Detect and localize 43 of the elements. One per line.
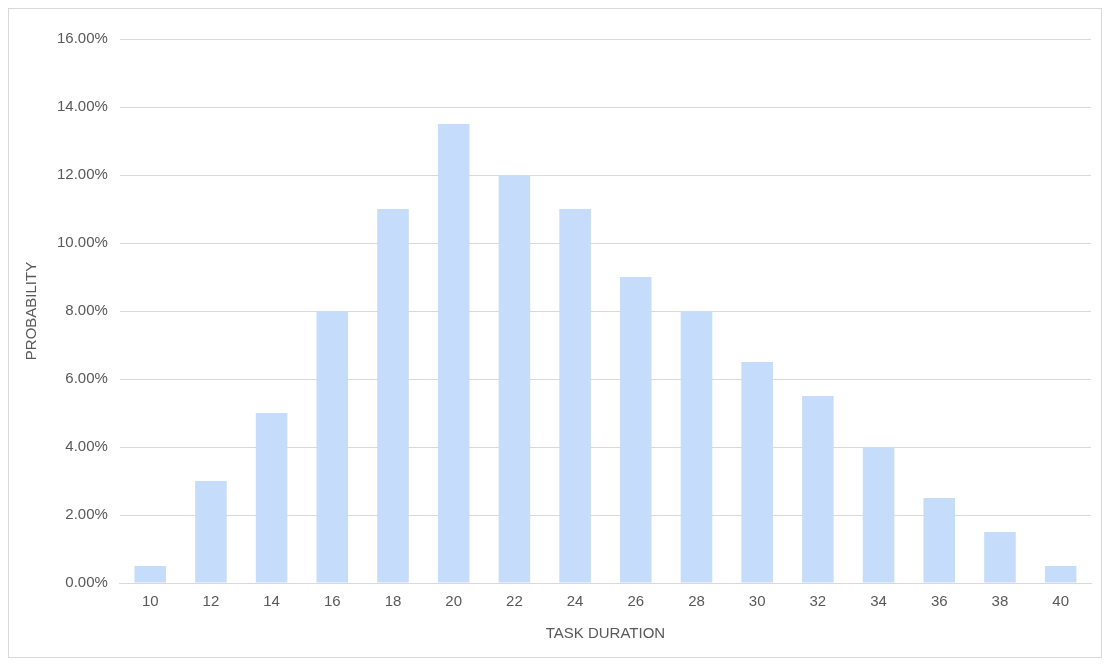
bar: [862, 447, 895, 583]
bar: [559, 209, 591, 583]
bar: [680, 311, 713, 583]
x-tick-label: 14: [263, 592, 280, 610]
x-tick-label: 12: [202, 592, 220, 610]
x-tick-label: 18: [384, 592, 402, 610]
x-axis-title: TASK DURATION: [545, 624, 666, 642]
bar: [316, 311, 349, 583]
x-tick-label: 10: [141, 592, 159, 610]
x-tick-label: 26: [627, 592, 645, 610]
bar: [923, 498, 956, 583]
x-tick-label: 34: [870, 592, 887, 610]
y-tick-label: 10.00%: [57, 233, 108, 251]
x-tick-label: 30: [748, 592, 766, 610]
bar: [620, 277, 652, 583]
x-tick-label: 20: [445, 592, 463, 610]
x-tick-label: 32: [809, 592, 827, 610]
x-tick-label: 16: [323, 592, 341, 610]
bar: [498, 175, 531, 583]
y-tick-label: 4.00%: [65, 437, 108, 455]
x-tick-label: 38: [991, 592, 1009, 610]
x-tick-label: 24: [566, 592, 584, 610]
y-tick-label: 14.00%: [57, 97, 108, 115]
bar: [984, 532, 1016, 583]
x-tick-label: 28: [688, 592, 705, 610]
bar: [741, 362, 773, 583]
x-tick-label: 22: [506, 592, 523, 610]
bar: [802, 396, 834, 583]
y-tick-label: 2.00%: [65, 505, 108, 523]
bar: [1044, 566, 1077, 583]
bar: [134, 566, 166, 583]
bar: [195, 481, 227, 583]
y-axis-title: PROBABILITY: [22, 261, 40, 361]
bar: [377, 209, 409, 583]
y-tick-label: 8.00%: [65, 301, 108, 319]
bar: [437, 124, 470, 583]
y-tick-label: 12.00%: [57, 165, 108, 183]
y-tick-label: 0.00%: [65, 573, 108, 591]
bar: [255, 413, 288, 583]
y-tick-label: 6.00%: [65, 369, 108, 387]
y-tick-label: 16.00%: [57, 29, 108, 47]
x-tick-label: 36: [930, 592, 948, 610]
x-tick-label: 40: [1052, 592, 1069, 610]
